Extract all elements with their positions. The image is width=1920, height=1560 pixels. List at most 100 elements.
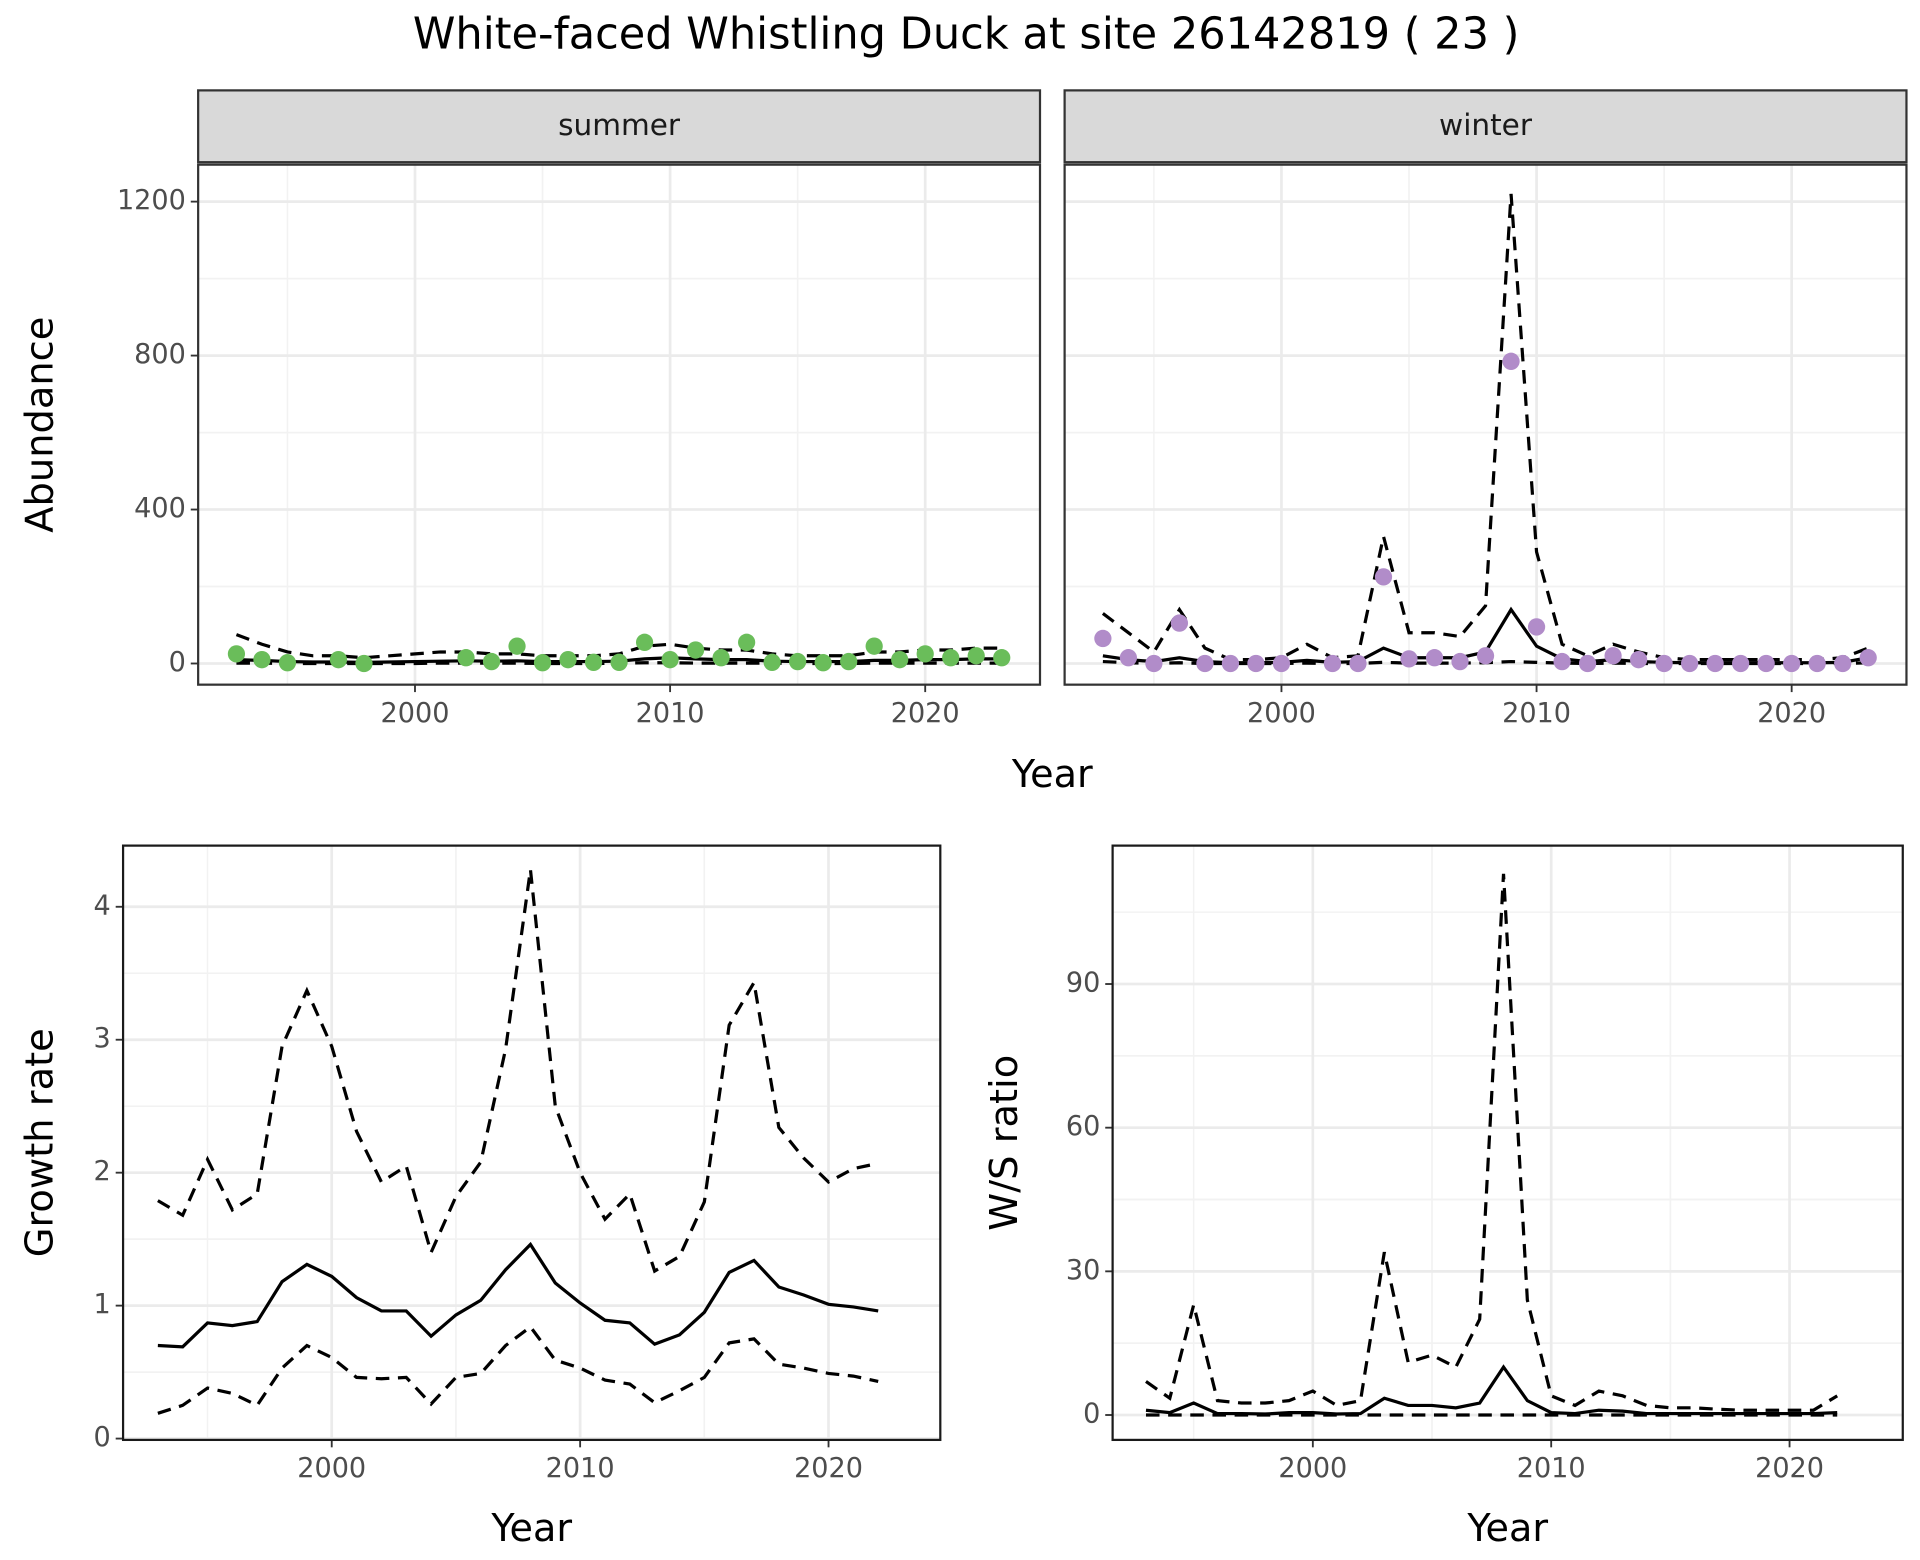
observation-point [1476,647,1495,665]
y-tick-label: 4 [94,890,111,921]
observation-point [661,650,679,669]
strip [197,89,1042,164]
observation-point [533,654,552,672]
strip [1063,89,1908,164]
observation-point [1400,650,1418,668]
observation-point [942,649,960,667]
observation-point [584,653,603,672]
y-tick-label: 60 [1066,1111,1100,1142]
observation-point [559,650,577,669]
x-tick-label: 2000 [1247,698,1316,729]
observation-point [712,649,730,667]
observation-point [1425,649,1444,667]
observation-point [1349,654,1367,673]
observation-point [1145,654,1163,673]
observation-point [1578,654,1597,673]
observation-point [610,653,628,672]
y-tick-label: 3 [94,1023,111,1054]
observation-point [686,641,705,659]
panel-background [123,845,941,1440]
observation-point [1247,654,1265,673]
observation-point [1732,654,1750,673]
x-tick-label: 2000 [1278,1453,1347,1484]
x-tick-label: 2010 [1502,698,1571,729]
y-tick-label: 800 [134,339,186,370]
observation-point [840,652,858,671]
y-tick-label: 1 [94,1289,111,1320]
observation-point [1706,654,1724,673]
observation-point [1681,654,1699,673]
observation-point [635,633,654,651]
panel-border [197,163,1042,686]
observation-point [1119,649,1138,667]
x-axis-title: Year [490,1506,572,1551]
observation-point [1221,654,1240,673]
panel-border [121,844,942,1442]
x-tick-label: 2010 [1517,1453,1586,1484]
observation-point [278,654,297,672]
observation-point [1808,654,1826,673]
panel-background [1064,164,1907,685]
y-tick-label: 0 [94,1422,111,1453]
y-tick-label: 400 [134,493,186,524]
interval-line [157,869,879,1274]
observation-point [1323,654,1342,673]
observation-point [482,652,501,671]
observation-point [355,654,373,673]
observation-point [1757,654,1775,673]
y-axis-title: W/S ratio [982,1055,1027,1231]
observation-point [457,649,475,667]
observation-point [227,645,246,663]
y-tick-label: 90 [1066,967,1100,998]
observation-point [993,649,1011,667]
y-tick-label: 0 [1083,1398,1100,1429]
observation-point [508,637,526,655]
y-tick-label: 30 [1066,1255,1100,1286]
observation-point [1834,654,1852,673]
panel-border [1063,163,1908,686]
y-tick-label: 0 [169,647,186,678]
x-tick-label: 2000 [297,1453,366,1484]
x-tick-label: 2010 [636,698,705,729]
figure-title: White-faced Whistling Duck at site 26142… [413,10,1520,60]
observation-point [1553,652,1571,671]
y-tick-label: 2 [94,1156,111,1187]
observation-point [329,650,348,669]
observation-point [865,637,883,655]
observation-point [1604,647,1622,665]
observation-point [253,650,271,669]
strip-label: winter [1439,108,1533,142]
mean-line [157,1241,879,1349]
observation-point [1196,654,1214,673]
interval-line [157,1324,879,1415]
observation-point [738,633,756,651]
observation-point [916,645,934,663]
strip-label: summer [558,108,681,142]
observation-point [1655,654,1673,673]
panel-border [1111,844,1904,1442]
x-tick-label: 2020 [891,698,960,729]
y-axis-title: Growth rate [17,1028,62,1257]
observation-point [1272,654,1291,673]
y-tick-label: 1200 [117,185,186,216]
observation-point [1629,650,1648,669]
observation-point [1170,614,1189,632]
x-tick-label: 2020 [794,1453,863,1484]
interval-line [1145,873,1839,1412]
observation-point [1094,629,1112,648]
x-tick-label: 2000 [381,698,450,729]
y-axis-title: Abundance [17,317,62,533]
observation-point [1527,618,1546,636]
observation-point [891,650,909,669]
x-tick-label: 2020 [1755,1453,1824,1484]
observation-point [1451,652,1469,671]
x-axis-title: Year [1466,1506,1548,1551]
panel-background [198,164,1041,685]
observation-point [1502,352,1520,371]
observation-point [1783,654,1801,673]
x-tick-label: 2020 [1757,698,1826,729]
x-axis-title: Year [1011,752,1093,797]
observation-point [1859,649,1877,667]
x-tick-label: 2010 [546,1453,615,1484]
